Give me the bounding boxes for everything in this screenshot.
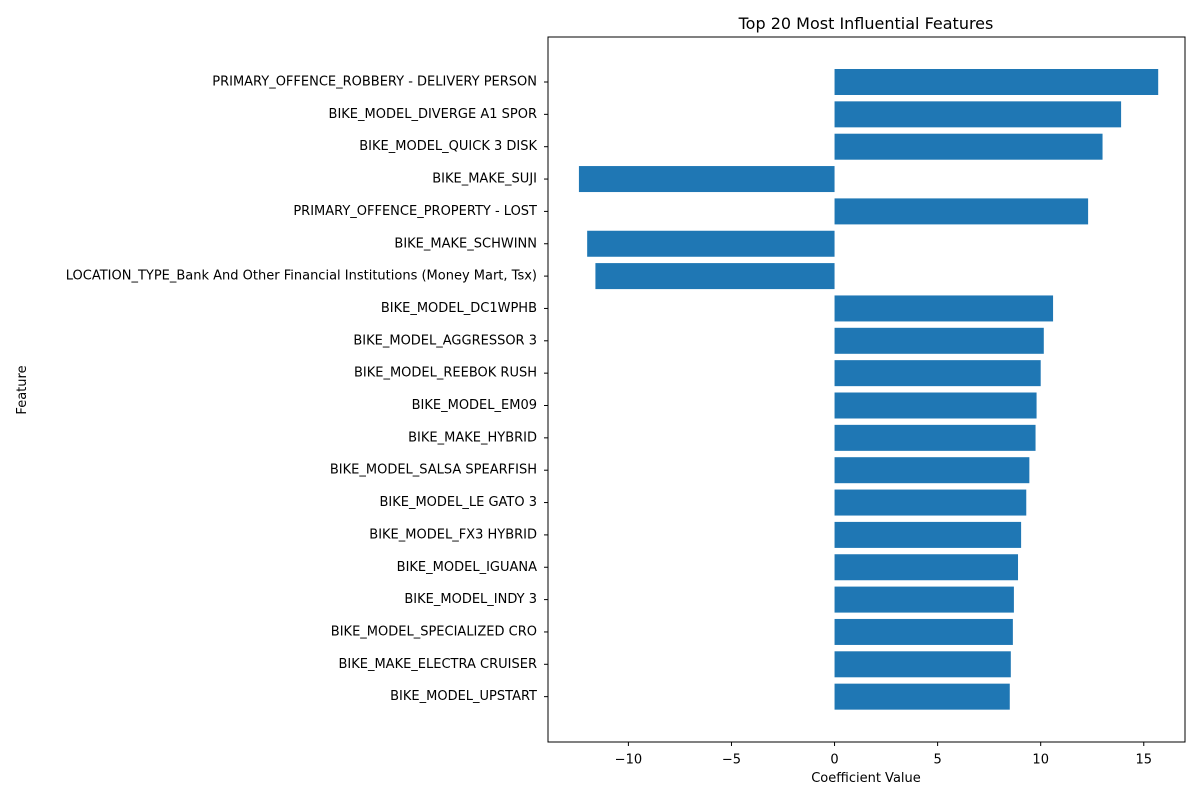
bar: [834, 69, 1159, 95]
bar: [834, 651, 1011, 678]
y-tick-label: BIKE_MODEL_REEBOK RUSH: [354, 366, 537, 381]
y-tick-label: BIKE_MODEL_IGUANA: [397, 560, 537, 575]
y-tick-label: BIKE_MODEL_QUICK 3 DISK: [359, 139, 537, 154]
y-tick-label: BIKE_MODEL_UPSTART: [390, 689, 537, 704]
bar: [834, 424, 1036, 451]
bar: [834, 101, 1122, 128]
y-tick-label: BIKE_MODEL_DC1WPHB: [381, 301, 537, 316]
y-axis-label: Feature: [15, 365, 30, 414]
bar: [834, 295, 1054, 322]
bars-layer: [578, 69, 1159, 710]
chart-title: Top 20 Most Influential Features: [738, 14, 994, 33]
x-tick-label: 0: [830, 753, 838, 768]
y-tick-label: BIKE_MODEL_LE GATO 3: [379, 495, 537, 510]
bar: [587, 230, 835, 257]
bar: [834, 489, 1027, 516]
bar: [834, 586, 1014, 613]
x-ticks: −10 −5 0 5 10 15: [615, 742, 1152, 768]
y-tick-label: BIKE_MODEL_EM09: [412, 398, 537, 413]
y-tick-label: LOCATION_TYPE_Bank And Other Financial I…: [66, 269, 537, 284]
y-tick-label: BIKE_MODEL_SPECIALIZED CRO: [331, 624, 537, 639]
y-tick-label: BIKE_MAKE_SCHWINN: [394, 236, 537, 251]
x-tick-label: 15: [1135, 753, 1152, 768]
bar: [834, 618, 1013, 645]
y-tick-label: BIKE_MODEL_FX3 HYBRID: [369, 527, 537, 542]
x-axis-label: Coefficient Value: [811, 771, 921, 786]
bar: [834, 457, 1030, 484]
y-tick-label: BIKE_MODEL_DIVERGE A1 SPOR: [329, 107, 537, 122]
bar: [834, 392, 1037, 419]
bar: [834, 327, 1044, 354]
x-tick-label: 10: [1032, 753, 1049, 768]
bar: [834, 521, 1022, 548]
bar: [834, 554, 1019, 581]
bar: [834, 360, 1041, 387]
bar: [834, 683, 1010, 710]
y-tick-label: BIKE_MODEL_AGGRESSOR 3: [353, 333, 537, 348]
plot-frame: [547, 36, 1186, 743]
y-ticks: PRIMARY_OFFENCE_ROBBERY - DELIVERY PERSO…: [66, 75, 548, 704]
x-tick-label: −10: [615, 753, 642, 768]
x-tick-label: 5: [933, 753, 941, 768]
y-tick-label: PRIMARY_OFFENCE_ROBBERY - DELIVERY PERSO…: [212, 75, 537, 90]
y-tick-label: BIKE_MAKE_SUJI: [432, 172, 537, 187]
bar: [578, 166, 835, 193]
y-tick-label: BIKE_MAKE_ELECTRA CRUISER: [338, 657, 537, 672]
x-tick-label: −5: [722, 753, 741, 768]
y-tick-label: BIKE_MODEL_SALSA SPEARFISH: [330, 463, 537, 478]
bar: [834, 198, 1089, 225]
y-tick-label: PRIMARY_OFFENCE_PROPERTY - LOST: [293, 204, 537, 219]
y-tick-label: BIKE_MAKE_HYBRID: [408, 430, 537, 445]
bar: [834, 133, 1103, 160]
bar: [595, 263, 835, 290]
y-tick-label: BIKE_MODEL_INDY 3: [404, 592, 537, 607]
